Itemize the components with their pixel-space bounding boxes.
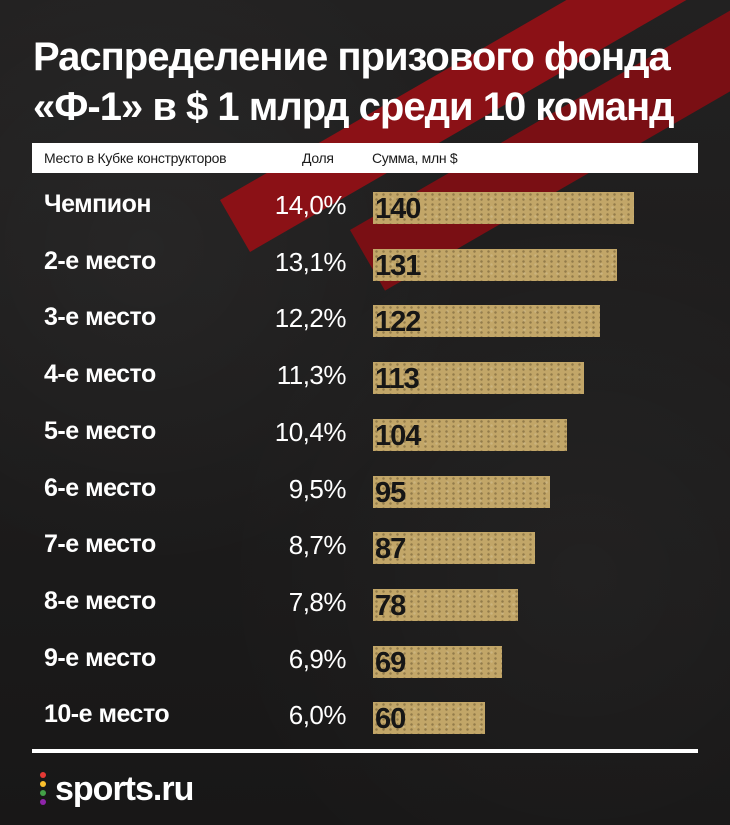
- category-label: 9-е место: [44, 643, 156, 672]
- bar: [373, 532, 536, 565]
- share-label: 9,5%: [288, 473, 347, 504]
- share-label: 12,2%: [274, 303, 347, 334]
- bar: [373, 475, 551, 508]
- chart-row: 8-е место 7,8% 78: [32, 577, 698, 634]
- title-line-2: «Ф-1» в $ 1 млрд среди 10 команд: [33, 85, 675, 129]
- category-label: Чемпион: [44, 190, 151, 218]
- category-label: 2-е место: [44, 246, 156, 275]
- value-label: 78: [375, 589, 406, 622]
- chart-row: 4-е место 11,3% 113: [32, 350, 698, 407]
- bottom-divider: [32, 749, 698, 753]
- value-label: 113: [375, 363, 420, 396]
- logo-text: sports.ru: [55, 770, 194, 808]
- share-label: 11,3%: [276, 360, 347, 391]
- value-label: 140: [375, 193, 421, 225]
- bar: [373, 418, 567, 451]
- bar: [373, 305, 601, 338]
- chart-row: 6-е место 9,5% 95: [32, 464, 698, 521]
- value-label: 60: [375, 703, 406, 736]
- share-label: 13,1%: [274, 246, 347, 277]
- chart-row: 3-е место 12,2% 122: [32, 293, 698, 350]
- value-label: 122: [375, 306, 421, 339]
- bar: [373, 248, 618, 281]
- title-line-1: Распределение призового фонда: [33, 35, 671, 79]
- header-amount: Сумма, млн $: [372, 150, 458, 166]
- chart-row: 7-е место 8,7% 87: [32, 520, 698, 577]
- category-label: 8-е место: [44, 586, 156, 615]
- chart-row: 9-е место 6,9% 69: [32, 634, 698, 691]
- value-label: 104: [375, 419, 421, 452]
- category-label: 6-е место: [44, 473, 156, 502]
- bar: [373, 192, 634, 224]
- value-label: 95: [375, 476, 406, 509]
- category-label: 10-е место: [44, 700, 170, 729]
- bar: [373, 702, 485, 735]
- value-label: 87: [375, 533, 406, 566]
- bar: [373, 362, 584, 395]
- value-label: 69: [375, 646, 406, 679]
- chart-row: 2-е место 13,1% 131: [32, 237, 698, 294]
- share-label: 6,0%: [288, 700, 347, 731]
- category-label: 3-е место: [44, 303, 156, 332]
- chart-title: Распределение призового фонда «Ф-1» в $ …: [33, 32, 710, 132]
- share-label: 8,7%: [288, 530, 347, 561]
- chart-row: Чемпион 14,0% 140: [32, 180, 698, 237]
- share-label: 7,8%: [288, 586, 347, 617]
- share-label: 6,9%: [288, 643, 347, 674]
- category-label: 4-е место: [44, 360, 156, 389]
- bar: [373, 645, 502, 678]
- category-label: 5-е место: [44, 416, 156, 445]
- value-label: 131: [375, 249, 421, 282]
- logo-dots-icon: [38, 770, 48, 810]
- chart-row: 5-е место 10,4% 104: [32, 407, 698, 464]
- chart-row: 10-е место 6,0% 60: [32, 690, 698, 747]
- category-label: 7-е место: [44, 530, 156, 559]
- share-label: 14,0%: [274, 190, 347, 220]
- share-label: 10,4%: [274, 416, 347, 447]
- bar: [373, 588, 519, 621]
- table-header: Место в Кубке конструкторов Доля Сумма, …: [32, 143, 698, 173]
- header-place: Место в Кубке конструкторов: [44, 150, 227, 166]
- header-share: Доля: [302, 150, 334, 166]
